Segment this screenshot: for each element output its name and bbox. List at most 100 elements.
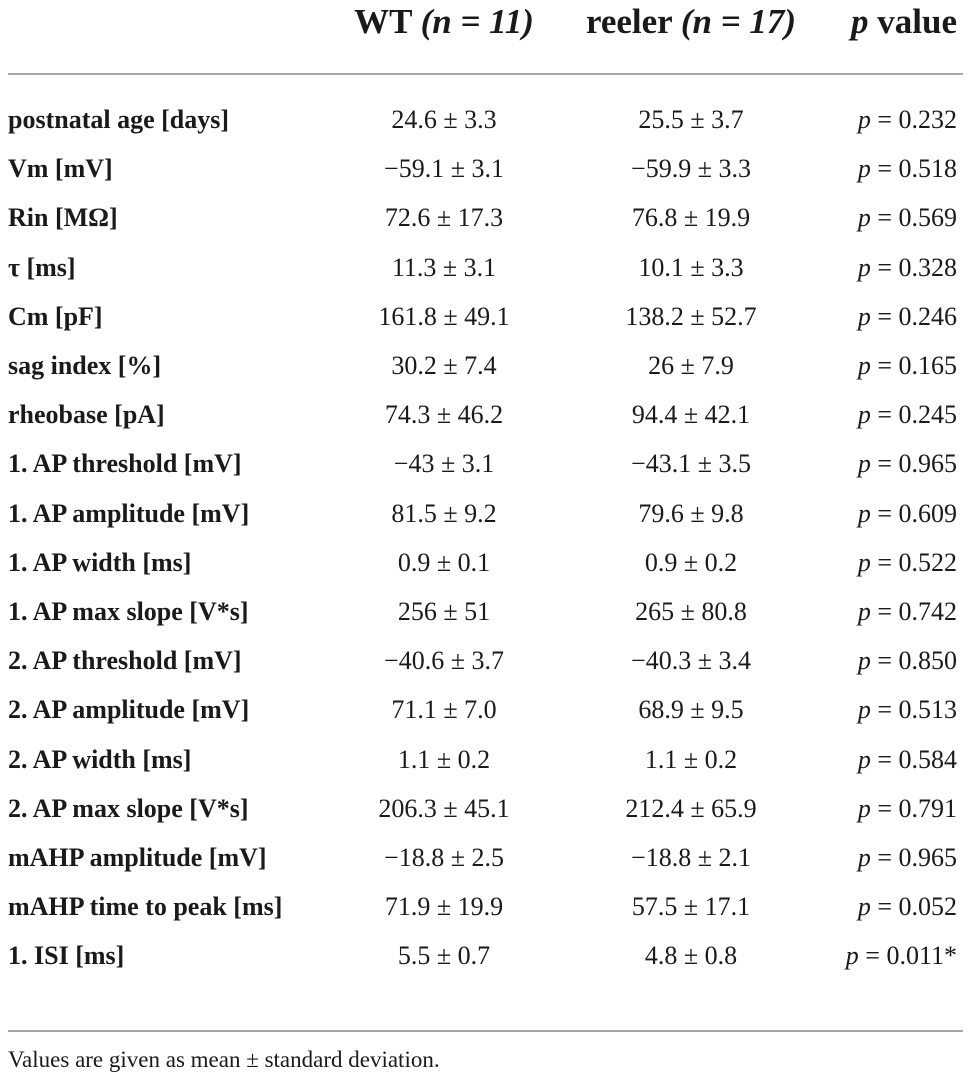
header-p-symbol: p — [851, 2, 869, 41]
p-value: p = 0.569 — [858, 201, 957, 235]
p-number: = 0.011* — [858, 941, 957, 971]
reeler-value: 212.4 ± 65.9 — [625, 793, 757, 823]
p-number: = 0.609 — [870, 498, 957, 528]
row-label: 1. AP max slope [V*s] — [8, 597, 249, 626]
table-row: sag index [%] 30.2 ± 7.4 26 ± 7.9 p = 0.165 — [0, 349, 971, 398]
header-p-value: p value — [851, 2, 957, 42]
p-symbol: p — [857, 252, 871, 282]
table-row: τ [ms] 11.3 ± 3.1 10.1 ± 3.3 p = 0.328 — [0, 251, 971, 300]
wt-value: 24.6 ± 3.3 — [391, 105, 497, 134]
p-number: = 0.584 — [870, 744, 957, 774]
p-symbol: p — [857, 351, 871, 380]
header-wt-n: (n = 11) — [420, 2, 534, 41]
p-number: = 0.328 — [870, 252, 957, 282]
wt-value: 71.9 ± 19.9 — [384, 892, 504, 922]
table-row: 1. AP amplitude [mV] 81.5 ± 9.2 79.6 ± 9.8… — [0, 497, 971, 546]
row-label: postnatal age [days] — [8, 105, 230, 134]
reeler-value: 76.8 ± 19.9 — [631, 203, 751, 233]
p-symbol: p — [857, 597, 871, 626]
wt-value: 11.3 ± 3.1 — [391, 252, 497, 282]
top-rule — [8, 73, 963, 75]
p-value: p = 0.850 — [858, 644, 957, 678]
table-row: 1. ISI [ms] 5.5 ± 0.7 4.8 ± 0.8 p = 0.011* — [0, 939, 971, 988]
p-value: p = 0.246 — [858, 300, 957, 334]
p-symbol: p — [857, 646, 871, 676]
header-wt: WT (n = 11) — [344, 2, 544, 42]
wt-value: 256 ± 51 — [397, 597, 491, 626]
row-label: 1. AP width [ms] — [8, 547, 192, 577]
reeler-value: 25.5 ± 3.7 — [638, 105, 744, 134]
p-number: = 0.569 — [870, 203, 957, 233]
p-symbol: p — [857, 744, 871, 774]
p-value: p = 0.518 — [858, 152, 957, 186]
p-symbol: p — [857, 695, 871, 725]
reeler-value: 26 ± 7.9 — [648, 351, 734, 380]
p-value: p = 0.791 — [858, 792, 957, 826]
reeler-value: −43.1 ± 3.5 — [631, 449, 751, 479]
row-label: Rin [MΩ] — [8, 203, 118, 233]
p-value: p = 0.584 — [858, 743, 957, 777]
p-number: = 0.052 — [870, 892, 957, 922]
table-row: Cm [pF] 161.8 ± 49.1 138.2 ± 52.7 p = 0.246 — [0, 300, 971, 349]
table-header: WT (n = 11) reeler (n = 17) p value — [0, 0, 971, 72]
p-symbol: p — [857, 449, 871, 479]
p-value: p = 0.165 — [858, 349, 957, 383]
p-symbol: p — [857, 892, 871, 922]
header-reeler: reeler (n = 17) — [576, 2, 806, 42]
row-label: τ [ms] — [8, 252, 76, 282]
p-value: p = 0.742 — [858, 595, 957, 629]
table-row: mAHP amplitude [mV] −18.8 ± 2.5 −18.8 ± 2.… — [0, 841, 971, 890]
wt-value: 72.6 ± 17.3 — [384, 203, 504, 233]
reeler-value: −59.9 ± 3.3 — [631, 154, 751, 184]
wt-value: 71.1 ± 7.0 — [391, 695, 497, 725]
p-number: = 0.518 — [870, 154, 957, 184]
reeler-value: 265 ± 80.8 — [635, 597, 747, 626]
row-label: Vm [mV] — [8, 154, 113, 184]
header-wt-name: WT — [354, 2, 412, 41]
reeler-value: 68.9 ± 9.5 — [638, 695, 744, 725]
row-label: rheobase [pA] — [8, 400, 165, 430]
p-number: = 0.850 — [870, 646, 957, 676]
p-value: p = 0.232 — [858, 103, 957, 137]
p-symbol: p — [845, 941, 859, 971]
row-label: 1. ISI [ms] — [8, 941, 125, 971]
table-footnote: Values are given as mean ± standard devi… — [8, 1047, 440, 1072]
bottom-rule — [8, 1030, 963, 1032]
table-row: postnatal age [days] 24.6 ± 3.3 25.5 ± 3.7… — [0, 103, 971, 152]
wt-value: −40.6 ± 3.7 — [384, 646, 504, 676]
p-number: = 0.522 — [870, 547, 957, 577]
header-reeler-n: (n = 17) — [680, 2, 797, 41]
row-label: 2. AP threshold [mV] — [8, 646, 242, 676]
table-row: Vm [mV] −59.1 ± 3.1 −59.9 ± 3.3 p = 0.518 — [0, 152, 971, 201]
row-label: 2. AP max slope [V*s] — [8, 793, 249, 823]
p-value: p = 0.328 — [858, 251, 957, 285]
wt-value: 30.2 ± 7.4 — [391, 351, 497, 380]
p-symbol: p — [857, 400, 871, 430]
p-symbol: p — [857, 301, 871, 331]
row-label: 1. AP threshold [mV] — [8, 449, 242, 479]
reeler-value: 1.1 ± 0.2 — [644, 744, 738, 774]
reeler-value: −18.8 ± 2.1 — [631, 843, 751, 872]
reeler-value: 4.8 ± 0.8 — [644, 941, 738, 971]
row-label: mAHP amplitude [mV] — [8, 843, 267, 872]
reeler-value: 57.5 ± 17.1 — [631, 892, 751, 922]
wt-value: 206.3 ± 45.1 — [378, 793, 510, 823]
table-row: 2. AP amplitude [mV] 71.1 ± 7.0 68.9 ± 9.5… — [0, 693, 971, 742]
p-symbol: p — [857, 498, 871, 528]
p-symbol: p — [857, 105, 871, 134]
table-row: Rin [MΩ] 72.6 ± 17.3 76.8 ± 19.9 p = 0.569 — [0, 201, 971, 250]
p-symbol: p — [857, 793, 871, 823]
reeler-value: 0.9 ± 0.2 — [644, 547, 738, 577]
p-value: p = 0.245 — [858, 398, 957, 432]
table-row: 1. AP width [ms] 0.9 ± 0.1 0.9 ± 0.2 p = 0.… — [0, 546, 971, 595]
p-number: = 0.791 — [870, 793, 957, 823]
table-row: 1. AP max slope [V*s] 256 ± 51 265 ± 80.8 p… — [0, 595, 971, 644]
table-row: 2. AP threshold [mV] −40.6 ± 3.7 −40.3 ± 3… — [0, 644, 971, 693]
p-number: = 0.245 — [870, 400, 957, 430]
wt-value: 1.1 ± 0.2 — [397, 744, 491, 774]
row-label: 1. AP amplitude [mV] — [8, 498, 250, 528]
p-value: p = 0.609 — [858, 497, 957, 531]
reeler-value: 138.2 ± 52.7 — [625, 301, 757, 331]
wt-value: −18.8 ± 2.5 — [384, 843, 504, 872]
wt-value: 161.8 ± 49.1 — [378, 301, 510, 331]
